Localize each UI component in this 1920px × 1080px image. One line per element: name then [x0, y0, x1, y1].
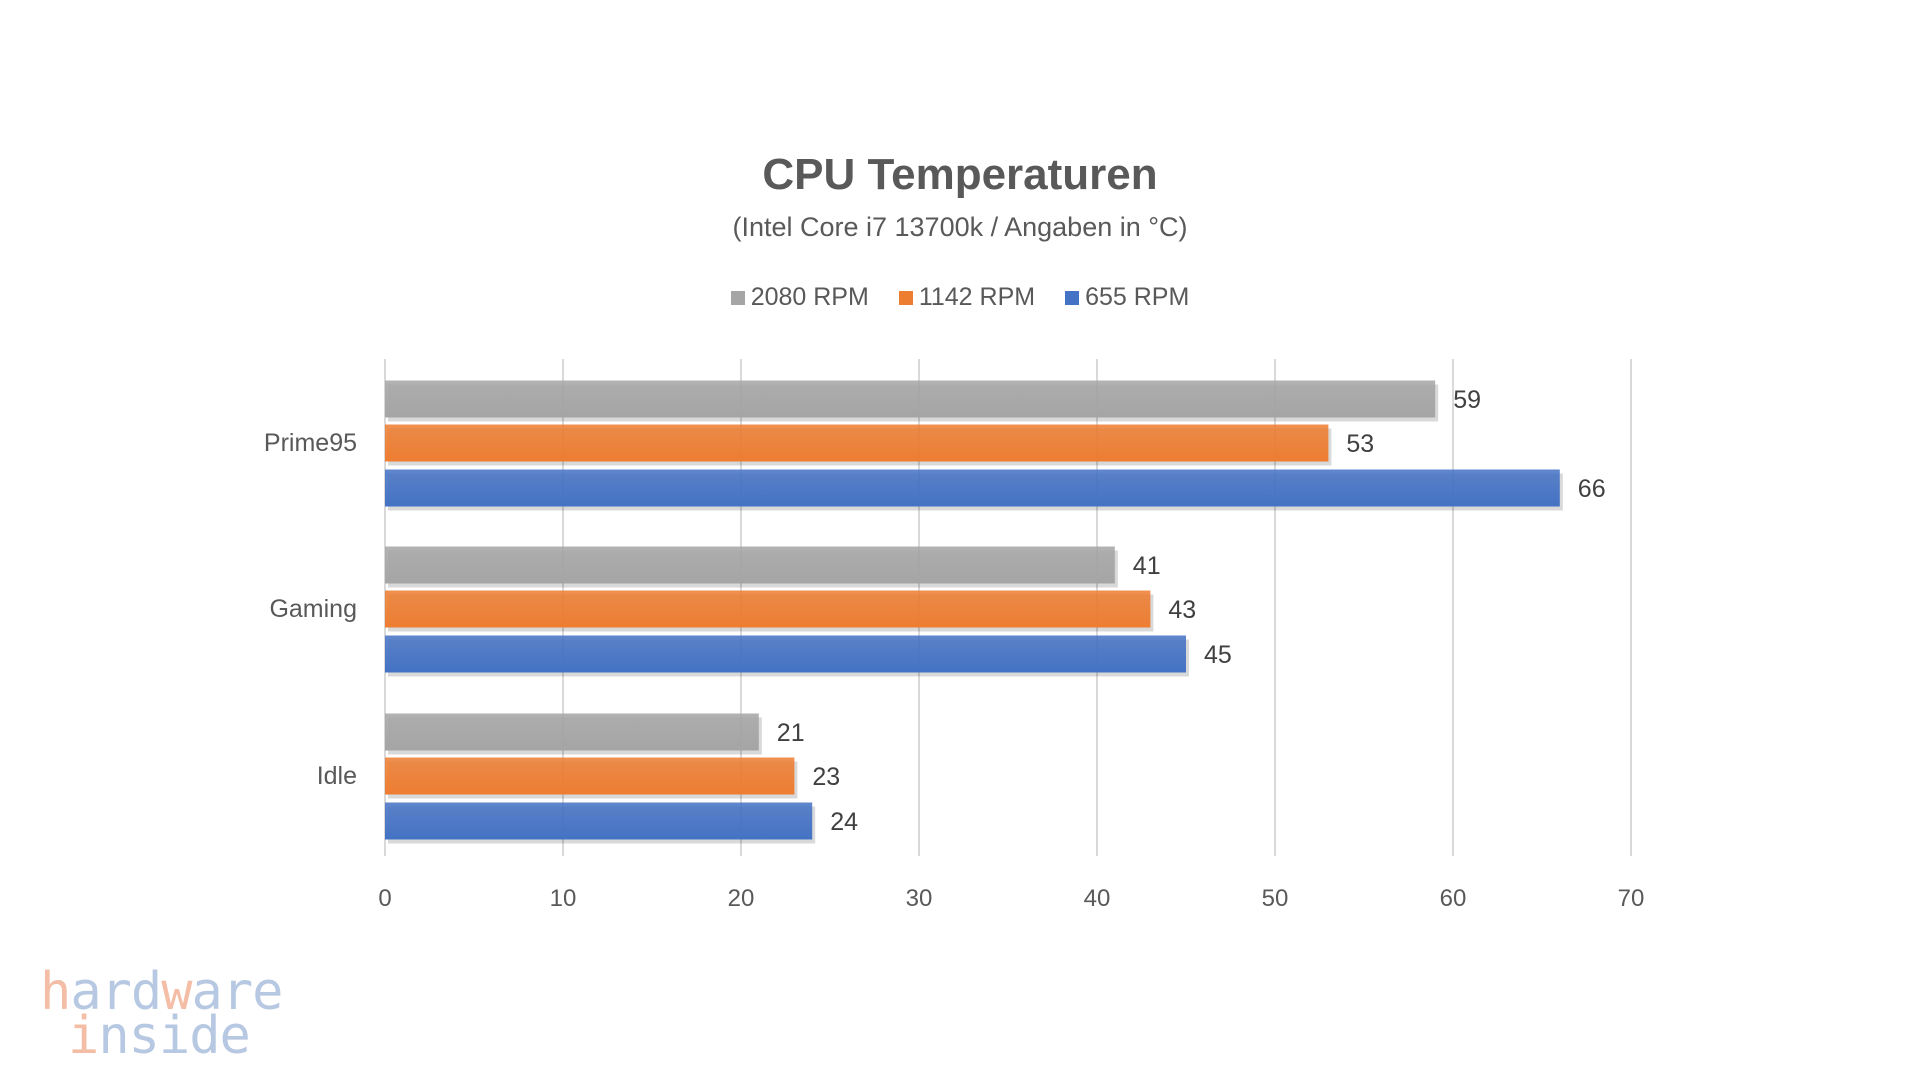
- category-label: Prime95: [264, 429, 357, 457]
- legend: 2080 RPM 1142 RPM 655 RPM: [0, 283, 1920, 312]
- x-tick-label: 40: [1084, 885, 1111, 912]
- data-label: 24: [830, 808, 858, 836]
- x-tick-label: 60: [1440, 885, 1467, 912]
- chart-subtitle: (Intel Core i7 13700k / Angaben in °C): [732, 212, 1188, 242]
- bar-2080-rpm: [385, 713, 759, 751]
- x-tick-label: 0: [378, 885, 391, 912]
- data-label: 23: [812, 763, 840, 791]
- category-label: Idle: [317, 762, 357, 790]
- bar-1142-rpm: [385, 424, 1329, 462]
- legend-item: 2080 RPM: [730, 283, 869, 312]
- hardware-inside-logo: hardware inside: [40, 962, 283, 1066]
- bar-2080-rpm: [385, 380, 1436, 418]
- x-tick-label: 50: [1262, 885, 1289, 912]
- data-label: 41: [1133, 552, 1161, 580]
- x-tick-label: 20: [728, 885, 755, 912]
- x-tick-label: 70: [1618, 885, 1645, 912]
- bar-2080-rpm: [385, 546, 1115, 584]
- legend-label: 2080 RPM: [750, 283, 869, 311]
- legend-label: 655 RPM: [1085, 283, 1190, 311]
- chart-title: CPU Temperaturen: [762, 150, 1158, 199]
- legend-swatch: [898, 290, 913, 305]
- bar-1142-rpm: [385, 590, 1151, 628]
- category-label: Gaming: [269, 595, 357, 623]
- x-tick-label: 10: [550, 885, 577, 912]
- bar-655-rpm: [385, 635, 1186, 673]
- data-label: 21: [777, 719, 805, 747]
- bar-1142-rpm: [385, 757, 795, 795]
- data-label: 45: [1204, 641, 1232, 669]
- data-label: 59: [1453, 386, 1481, 414]
- legend-item: 655 RPM: [1065, 283, 1189, 312]
- legend-swatch: [730, 290, 745, 305]
- data-label: 66: [1578, 475, 1606, 503]
- bar-655-rpm: [385, 802, 813, 840]
- legend-swatch: [1065, 290, 1080, 305]
- data-label: 53: [1346, 430, 1374, 458]
- bar-655-rpm: [385, 469, 1560, 507]
- legend-item: 1142 RPM: [898, 283, 1036, 312]
- data-label: 43: [1168, 596, 1196, 624]
- legend-label: 1142 RPM: [918, 283, 1036, 311]
- x-tick-label: 30: [906, 885, 933, 912]
